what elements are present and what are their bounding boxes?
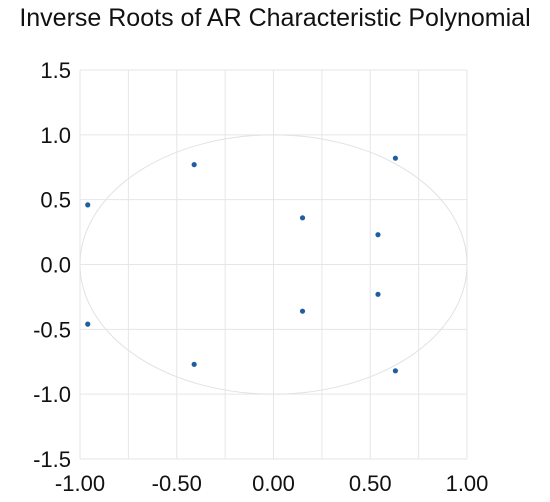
data-point xyxy=(85,321,91,327)
x-tick-label: -0.50 xyxy=(152,471,202,496)
y-axis-ticks: 1.5 1.0 0.5 0.0 -0.5 -1.0 -1.5 xyxy=(33,58,71,472)
x-tick-label: 0.00 xyxy=(252,471,295,496)
unit-circle xyxy=(79,134,468,395)
chart-title: Inverse Roots of AR Characteristic Polyn… xyxy=(19,4,531,32)
data-point xyxy=(375,232,381,238)
y-tick-label: -1.0 xyxy=(33,382,71,407)
data-point xyxy=(299,215,306,221)
y-tick-label: -0.5 xyxy=(33,317,71,342)
y-tick-label: 0.0 xyxy=(40,253,71,278)
y-tick-label: 1.5 xyxy=(40,58,71,83)
y-tick-label: 1.0 xyxy=(40,123,71,148)
y-tick-label: -1.5 xyxy=(33,447,71,472)
x-axis-ticks: -1.00 -0.50 0.00 0.50 1.00 xyxy=(55,471,488,496)
x-tick-label: 1.00 xyxy=(446,471,489,496)
x-tick-label: 0.50 xyxy=(349,471,392,496)
grid xyxy=(79,69,468,460)
data-point xyxy=(191,162,197,168)
x-tick-label: -1.00 xyxy=(55,471,105,496)
data-point xyxy=(392,368,399,374)
y-tick-label: 0.5 xyxy=(40,188,71,213)
data-points xyxy=(85,155,399,374)
data-point xyxy=(375,291,381,297)
data-point xyxy=(191,361,197,367)
data-point xyxy=(85,202,91,208)
data-point xyxy=(392,155,399,161)
data-point xyxy=(299,308,306,314)
